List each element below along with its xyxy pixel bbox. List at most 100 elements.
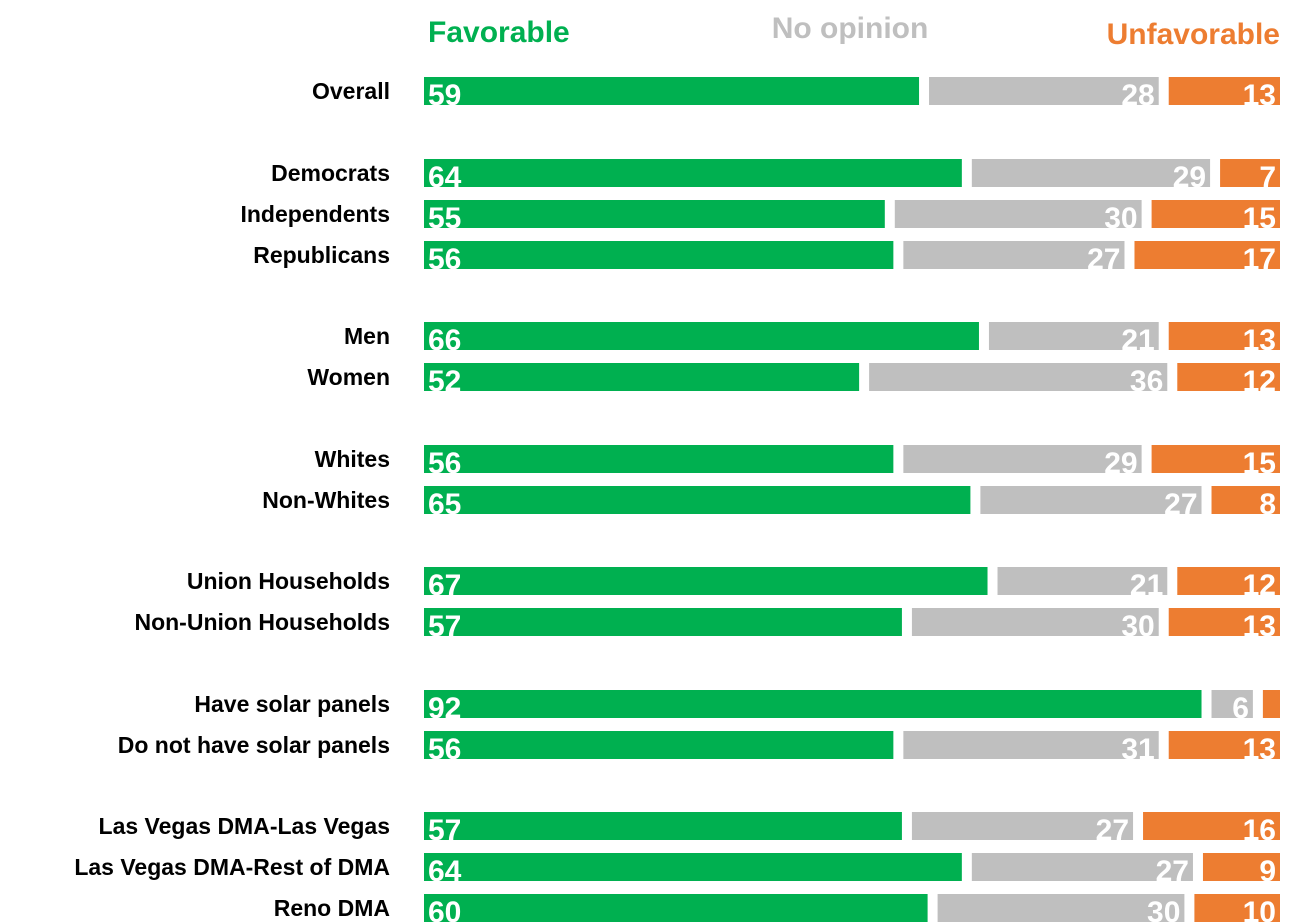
value-label-favorable-men: 66 [428,324,461,357]
value-label-unfavorable-men: 13 [1243,324,1276,357]
value-label-no-opinion-republicans: 27 [1087,243,1120,276]
value-label-favorable-las-vegas-dma-las-vegas: 57 [428,814,461,847]
bar-segment-favorable-men [424,322,979,350]
category-label-non-whites: Non-Whites [262,487,390,513]
category-label-have-solar-panels: Have solar panels [194,691,390,717]
value-label-unfavorable-women: 12 [1243,365,1276,398]
bar-segment-unfavorable-independents [1151,200,1280,228]
value-label-favorable-overall: 59 [428,79,461,112]
bar-segment-favorable-democrats [424,159,962,187]
bar-segment-unfavorable-women [1177,363,1280,391]
bar-segment-unfavorable-non-union-households [1168,608,1280,636]
category-labels: Overall Democrats Independents Republicans M… [74,78,390,921]
value-label-favorable-reno-dma: 60 [428,896,461,922]
legend-no-opinion: No opinion [772,12,929,45]
value-label-no-opinion-reno-dma: 30 [1147,896,1180,922]
bar-segment-no-opinion-non-whites [980,486,1202,514]
legend-favorable: Favorable [428,16,570,49]
bar-segment-no-opinion-las-vegas-dma-las-vegas [911,812,1134,840]
category-label-whites: Whites [315,446,390,472]
value-label-unfavorable-non-union-households: 13 [1243,610,1276,643]
value-label-unfavorable-las-vegas-dma-rest-of-dma: 9 [1259,855,1276,888]
category-label-las-vegas-dma-rest-of-dma: Las Vegas DMA-Rest of DMA [74,854,390,880]
category-label-las-vegas-dma-las-vegas: Las Vegas DMA-Las Vegas [99,813,390,839]
value-label-favorable-women: 52 [428,365,461,398]
bar-segment-no-opinion-union-households [997,567,1168,595]
value-label-unfavorable-do-not-have-solar-panels: 13 [1243,733,1276,766]
bar-segment-unfavorable-las-vegas-dma-las-vegas [1143,812,1280,840]
bar-segment-unfavorable-democrats [1220,159,1280,187]
category-label-democrats: Democrats [271,160,390,186]
bar-segment-no-opinion-las-vegas-dma-rest-of-dma [971,853,1193,881]
value-label-unfavorable-overall: 13 [1243,79,1276,112]
value-label-no-opinion-non-union-households: 30 [1121,610,1154,643]
value-label-no-opinion-do-not-have-solar-panels: 31 [1121,733,1154,766]
category-label-overall: Overall [312,78,390,104]
value-label-no-opinion-democrats: 29 [1173,161,1206,194]
value-label-no-opinion-independents: 30 [1104,202,1137,235]
value-label-unfavorable-democrats: 7 [1259,161,1276,194]
value-label-unfavorable-las-vegas-dma-las-vegas: 16 [1243,814,1276,847]
bar-segment-favorable-independents [424,200,885,228]
bar-segment-no-opinion-overall [929,77,1159,105]
value-label-favorable-do-not-have-solar-panels: 56 [428,733,461,766]
category-label-union-households: Union Households [187,568,390,594]
bar-segment-no-opinion-whites [903,445,1142,473]
bar-segment-favorable-reno-dma [424,894,928,922]
bar-segment-favorable-do-not-have-solar-panels [424,731,894,759]
bar-segment-no-opinion-democrats [971,159,1211,187]
value-label-no-opinion-union-households: 21 [1130,569,1163,602]
value-label-favorable-whites: 56 [428,447,461,480]
bar-segment-no-opinion-independents [894,200,1142,228]
value-label-favorable-have-solar-panels: 92 [428,692,461,725]
bar-segment-unfavorable-overall [1168,77,1280,105]
category-label-women: Women [307,364,390,390]
value-label-unfavorable-republicans: 17 [1243,243,1276,276]
bar-segment-unfavorable-men [1168,322,1280,350]
bar-segment-favorable-las-vegas-dma-las-vegas [424,812,902,840]
value-label-favorable-non-whites: 65 [428,488,461,521]
category-label-do-not-have-solar-panels: Do not have solar panels [118,732,390,758]
bar-segment-no-opinion-men [988,322,1159,350]
value-label-no-opinion-women: 36 [1130,365,1163,398]
category-label-men: Men [344,323,390,349]
bar-segment-unfavorable-republicans [1134,241,1280,269]
bar-segment-no-opinion-women [869,363,1168,391]
value-label-no-opinion-have-solar-panels: 6 [1232,692,1249,725]
bar-rows: 59 28 13 64 29 7 55 30 15 56 27 17 66 21 13 52 36 12 56 29 1… [424,77,1280,922]
value-label-unfavorable-reno-dma: 10 [1243,896,1276,922]
value-label-no-opinion-overall: 28 [1121,79,1154,112]
legend-unfavorable: Unfavorable [1107,18,1280,51]
value-label-unfavorable-non-whites: 8 [1259,488,1276,521]
bar-segment-unfavorable-whites [1151,445,1280,473]
bar-segment-favorable-union-households [424,567,988,595]
value-label-unfavorable-whites: 15 [1243,447,1276,480]
value-label-no-opinion-whites: 29 [1104,447,1137,480]
category-label-reno-dma: Reno DMA [274,895,390,921]
bar-segment-favorable-overall [424,77,920,105]
value-label-unfavorable-independents: 15 [1243,202,1276,235]
value-label-no-opinion-men: 21 [1121,324,1154,357]
bar-segment-favorable-have-solar-panels [424,690,1202,718]
value-label-favorable-union-households: 67 [428,569,461,602]
bar-segment-unfavorable-do-not-have-solar-panels [1168,731,1280,759]
value-label-favorable-republicans: 56 [428,243,461,276]
value-label-no-opinion-las-vegas-dma-rest-of-dma: 27 [1156,855,1189,888]
category-label-republicans: Republicans [253,242,390,268]
bar-segment-no-opinion-have-solar-panels [1211,690,1253,718]
value-label-favorable-independents: 55 [428,202,461,235]
bar-segment-favorable-women [424,363,860,391]
value-label-unfavorable-union-households: 12 [1243,569,1276,602]
category-label-independents: Independents [240,201,390,227]
bar-segment-favorable-non-union-households [424,608,902,636]
value-label-favorable-non-union-households: 57 [428,610,461,643]
value-label-no-opinion-las-vegas-dma-las-vegas: 27 [1096,814,1129,847]
value-label-no-opinion-non-whites: 27 [1164,488,1197,521]
bar-segment-no-opinion-non-union-households [911,608,1159,636]
bar-segment-unfavorable-non-whites [1211,486,1280,514]
bar-segment-favorable-las-vegas-dma-rest-of-dma [424,853,962,881]
bar-segment-favorable-whites [424,445,894,473]
bar-segment-favorable-non-whites [424,486,971,514]
